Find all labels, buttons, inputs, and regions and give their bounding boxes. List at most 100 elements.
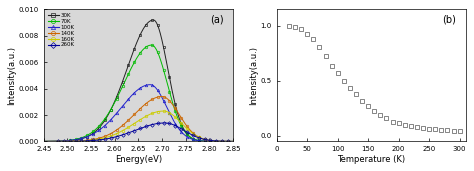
140K	[196, 136, 201, 138]
30K	[108, 109, 114, 111]
Line: 140K: 140K	[57, 95, 229, 143]
30K	[119, 81, 125, 83]
30K	[213, 140, 219, 142]
70K	[190, 137, 196, 140]
140K	[119, 124, 125, 127]
140K	[91, 139, 96, 141]
30K	[161, 46, 166, 48]
260K	[213, 140, 219, 142]
260K	[79, 140, 84, 142]
160K	[178, 122, 184, 124]
70K	[55, 140, 61, 142]
30K	[79, 138, 84, 140]
140K	[184, 125, 190, 127]
140K	[73, 140, 78, 142]
260K	[108, 137, 114, 139]
260K	[67, 140, 73, 142]
30K	[190, 138, 196, 140]
260K	[55, 140, 61, 142]
100K	[202, 140, 208, 142]
100K	[225, 140, 231, 142]
100K	[108, 119, 114, 121]
100K	[55, 140, 61, 142]
70K	[96, 125, 102, 127]
30K	[166, 76, 172, 78]
30K	[196, 140, 201, 142]
100K	[178, 131, 184, 133]
160K	[155, 111, 161, 113]
140K	[178, 117, 184, 119]
100K	[79, 137, 84, 139]
70K	[166, 90, 172, 93]
140K	[225, 140, 231, 142]
140K	[126, 119, 131, 121]
70K	[131, 61, 137, 63]
140K	[96, 137, 102, 139]
70K	[84, 134, 90, 136]
70K	[219, 140, 225, 142]
70K	[137, 52, 143, 54]
260K	[102, 138, 108, 140]
70K	[184, 133, 190, 135]
160K	[202, 138, 208, 140]
30K	[114, 96, 119, 98]
160K	[173, 116, 178, 118]
30K	[102, 119, 108, 121]
70K	[208, 140, 213, 142]
30K	[149, 19, 155, 21]
100K	[196, 140, 201, 142]
160K	[143, 115, 149, 117]
30K	[143, 24, 149, 26]
Line: 160K: 160K	[57, 110, 229, 143]
X-axis label: Energy(eV): Energy(eV)	[115, 155, 162, 164]
30K	[126, 64, 131, 66]
160K	[184, 128, 190, 130]
140K	[84, 139, 90, 141]
70K	[155, 51, 161, 53]
Text: (b): (b)	[442, 15, 456, 25]
140K	[143, 103, 149, 105]
100K	[84, 135, 90, 137]
100K	[119, 105, 125, 107]
Line: 260K: 260K	[57, 122, 229, 143]
70K	[213, 140, 219, 142]
70K	[102, 118, 108, 120]
70K	[91, 130, 96, 133]
140K	[190, 132, 196, 134]
70K	[126, 73, 131, 75]
100K	[149, 84, 155, 86]
Y-axis label: Intensity(a.u.): Intensity(a.u.)	[7, 46, 16, 105]
260K	[91, 140, 96, 142]
160K	[213, 140, 219, 142]
140K	[202, 139, 208, 141]
100K	[166, 112, 172, 114]
140K	[55, 140, 61, 142]
160K	[119, 130, 125, 132]
30K	[91, 132, 96, 134]
100K	[73, 139, 78, 141]
70K	[143, 46, 149, 48]
260K	[96, 139, 102, 141]
140K	[137, 108, 143, 110]
30K	[219, 140, 225, 142]
30K	[137, 34, 143, 36]
70K	[173, 110, 178, 112]
Legend: 30K, 70K, 100K, 140K, 160K, 260K: 30K, 70K, 100K, 140K, 160K, 260K	[46, 12, 76, 49]
30K	[61, 140, 67, 142]
Line: 70K: 70K	[57, 44, 229, 143]
70K	[79, 137, 84, 139]
140K	[219, 140, 225, 142]
160K	[84, 140, 90, 142]
100K	[131, 92, 137, 94]
70K	[61, 140, 67, 142]
70K	[73, 138, 78, 140]
70K	[108, 109, 114, 111]
160K	[149, 113, 155, 115]
260K	[84, 140, 90, 142]
140K	[61, 140, 67, 142]
260K	[178, 128, 184, 130]
160K	[55, 140, 61, 142]
30K	[202, 140, 208, 142]
140K	[114, 129, 119, 131]
100K	[102, 124, 108, 127]
